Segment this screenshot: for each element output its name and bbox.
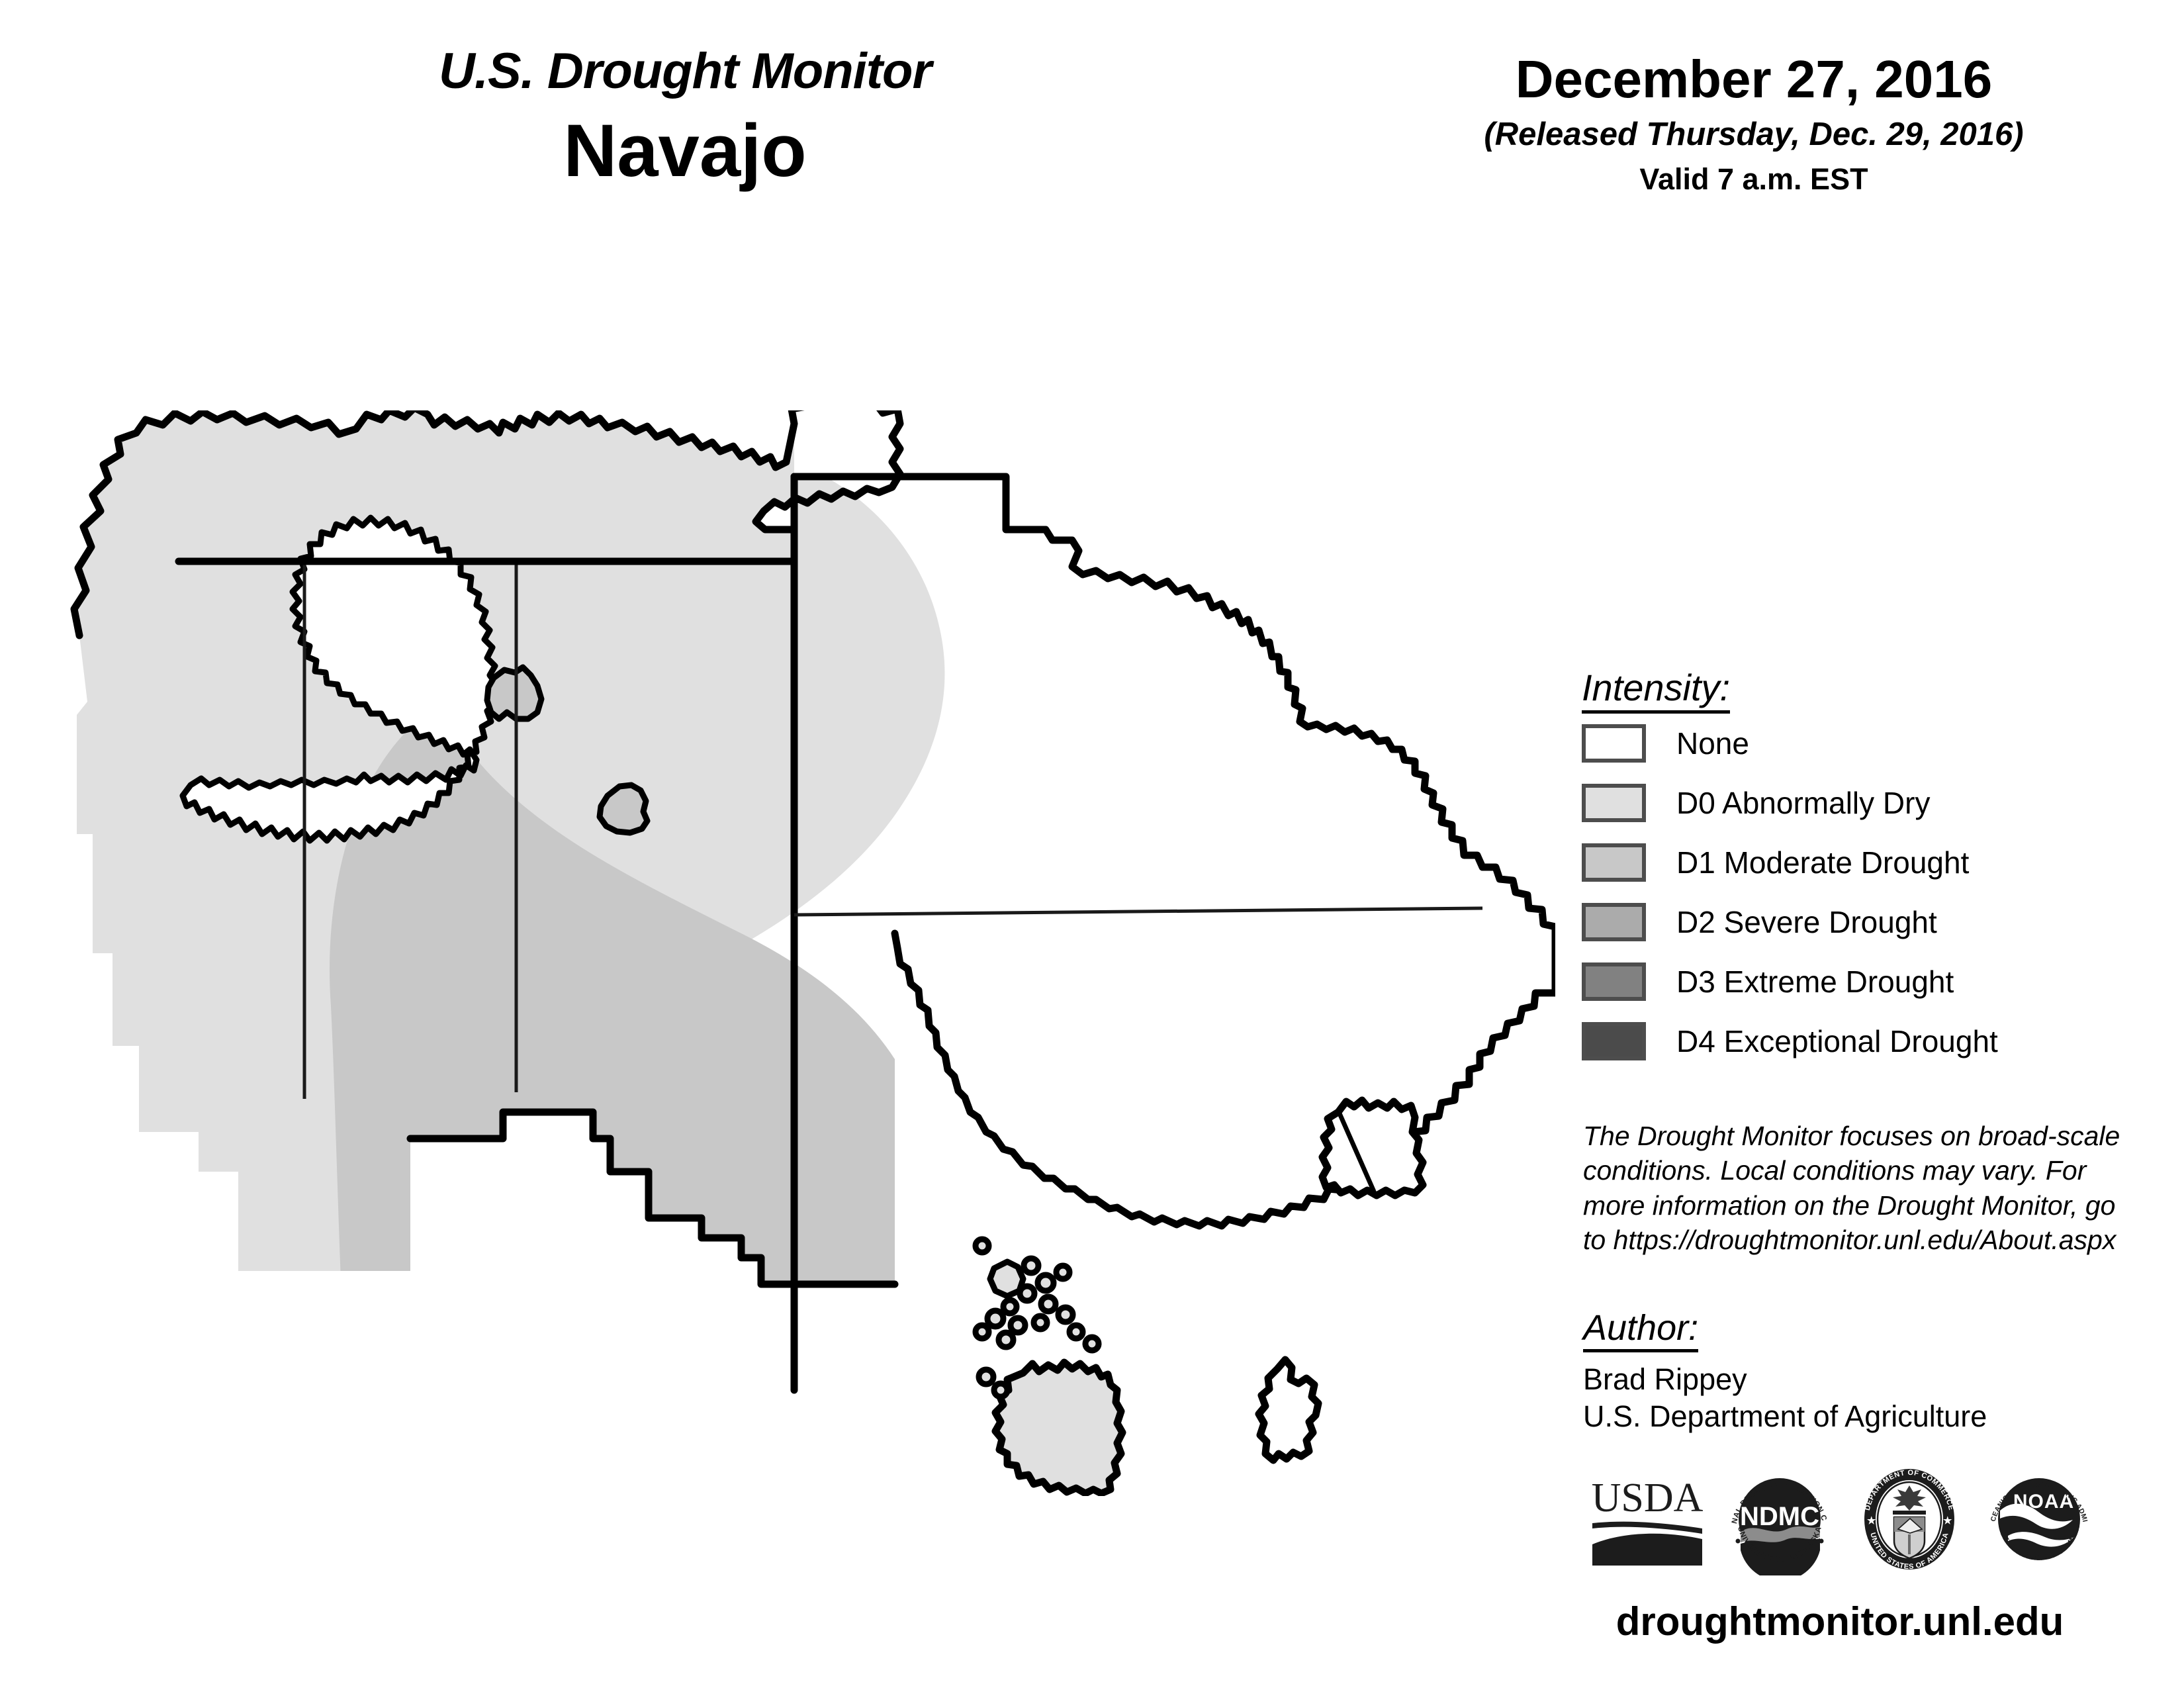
- author-heading: Author:: [1583, 1309, 1699, 1352]
- legend-label-d1: D1 Moderate Drought: [1676, 845, 1970, 880]
- author-block: Author: Brad Rippey U.S. Department of A…: [1583, 1309, 2132, 1434]
- author-name: Brad Rippey: [1583, 1362, 1747, 1396]
- detached-parcel-alamo-split-line: [1337, 1112, 1377, 1193]
- detached-parcel-alamo: [1318, 1096, 1427, 1199]
- detached-parcel-ramah: [991, 1358, 1126, 1496]
- navajo-nation-outline: [70, 410, 1555, 931]
- navajo-south-panhandle-outline: [406, 1108, 899, 1288]
- legend-swatch-d0: [1582, 783, 1646, 822]
- legend-row-none: None: [1582, 714, 2111, 773]
- detached-parcel-ramah-fragments: [972, 1236, 1102, 1400]
- legend-label-d0: D0 Abnormally Dry: [1676, 785, 1931, 820]
- legend-row-d4: D4 Exceptional Drought: [1582, 1011, 2111, 1071]
- title-block: U.S. Drought Monitor Navajo: [278, 46, 1092, 188]
- usda-logo: USDA: [1592, 1476, 1704, 1566]
- disclaimer-text: The Drought Monitor focuses on broad-sca…: [1583, 1121, 2120, 1256]
- legend-title: Intensity:: [1582, 668, 1731, 714]
- date-block: December 27, 2016 (Released Thursday, De…: [1403, 52, 2105, 195]
- legend-swatch-d3: [1582, 962, 1646, 1001]
- agency-logo-row: USDA NDMC NATIONAL DROUGHT MITIGATION CE…: [1588, 1456, 2118, 1582]
- usda-logo-text: USDA: [1592, 1476, 1704, 1521]
- drought-area-d1: [329, 702, 895, 1284]
- footer-url[interactable]: droughtmonitor.unl.edu: [1615, 1599, 2064, 1644]
- detached-parcel-tohajiilee: [1255, 1356, 1322, 1464]
- hopi-interior-islet-south: [596, 782, 651, 836]
- doc-seal-logo: DEPARTMENT OF COMMERCE UNITED STATES OF …: [1864, 1469, 1955, 1571]
- legend-swatch-none: [1582, 724, 1646, 763]
- region-title: Navajo: [563, 109, 807, 192]
- legend-label-d4: D4 Exceptional Drought: [1676, 1023, 1998, 1058]
- legend-swatch-d4: [1582, 1021, 1646, 1060]
- hopi-reservation-enclave: [179, 514, 500, 844]
- release-date: (Released Thursday, Dec. 29, 2016): [1484, 117, 2024, 152]
- legend-swatch-d1: [1582, 843, 1646, 882]
- valid-time: Valid 7 a.m. EST: [1639, 162, 1868, 197]
- legend-row-d2: D2 Severe Drought: [1582, 892, 2111, 952]
- author-affiliation: U.S. Department of Agriculture: [1583, 1399, 1987, 1433]
- legend-row-d3: D3 Extreme Drought: [1582, 952, 2111, 1011]
- legend-swatch-d2: [1582, 902, 1646, 941]
- noaa-logo-text: NOAA: [2013, 1491, 2074, 1513]
- ndmc-logo: NDMC NATIONAL DROUGHT MITIGATION CENTER …: [1723, 1463, 1827, 1575]
- county-line-east: [794, 906, 1483, 917]
- intensity-legend: Intensity: None D0 Abnormally Dry D1 Mod…: [1582, 668, 2111, 1071]
- navajo-nation-drought-map: [40, 410, 1555, 1496]
- legend-label-none: None: [1676, 726, 1749, 761]
- product-title: U.S. Drought Monitor: [438, 43, 932, 99]
- noaa-logo: NOAA NATIONAL OCEANIC AND ATMOSPHERIC AD…: [1983, 1463, 2089, 1562]
- svg-text:★: ★: [1867, 1515, 1876, 1526]
- valid-date: December 27, 2016: [1515, 50, 1993, 109]
- svg-text:★: ★: [1943, 1515, 1952, 1526]
- legend-label-d2: D2 Severe Drought: [1676, 904, 1937, 939]
- navajo-nation-outline-east: [891, 923, 1555, 1230]
- ndmc-logo-text: NDMC: [1740, 1502, 1819, 1531]
- legend-row-d1: D1 Moderate Drought: [1582, 833, 2111, 892]
- legend-row-d0: D0 Abnormally Dry: [1582, 773, 2111, 833]
- legend-label-d3: D3 Extreme Drought: [1676, 964, 1954, 999]
- map-svg: [70, 410, 1555, 1496]
- hopi-interior-islet-north: [484, 664, 545, 722]
